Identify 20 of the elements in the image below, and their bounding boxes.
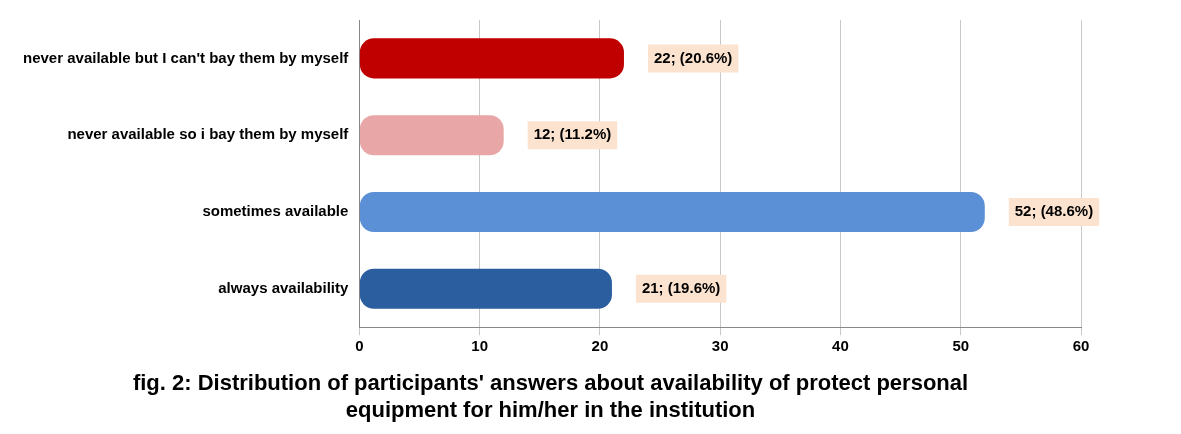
y-tick-label: sometimes available <box>202 202 349 220</box>
x-tick-label: 10 <box>471 337 488 355</box>
x-tick-label: 40 <box>832 337 849 355</box>
y-tick-label: never available but I can't bay them by myself <box>23 48 350 66</box>
x-tick-label: 60 <box>1072 337 1090 355</box>
bar <box>359 191 985 233</box>
data-label: 52; (48.6%) <box>1014 202 1094 220</box>
text: fig. 2: Distribution of participants' answers about availability of protect personal equipment for him/her in the institution <box>132 370 969 422</box>
x-tick-label: 30 <box>711 337 729 355</box>
data-label: 12; (11.2%) <box>533 125 612 143</box>
bar <box>359 115 504 156</box>
y-tick-label: never available so i bay them by myself <box>67 125 350 143</box>
x-tick-label: 50 <box>952 337 970 355</box>
y-tick-label: always availability <box>218 278 350 296</box>
data-label: 21; (19.6%) <box>641 278 721 296</box>
bar <box>359 38 624 79</box>
x-tick-label: 0 <box>355 337 364 355</box>
bar <box>359 268 612 309</box>
x-tick-label: 20 <box>591 337 609 355</box>
data-label: 22; (20.6%) <box>653 48 733 66</box>
